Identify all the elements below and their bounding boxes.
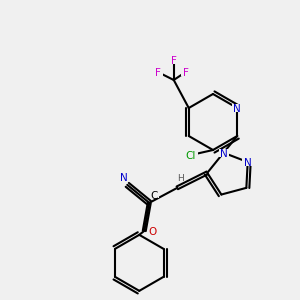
FancyBboxPatch shape — [120, 173, 128, 180]
Text: F: F — [183, 68, 189, 78]
Text: N: N — [120, 173, 128, 183]
FancyBboxPatch shape — [242, 158, 254, 166]
FancyBboxPatch shape — [169, 56, 179, 64]
FancyBboxPatch shape — [176, 174, 185, 181]
FancyBboxPatch shape — [181, 68, 191, 76]
Text: F: F — [155, 68, 161, 78]
Text: Cl: Cl — [186, 151, 196, 161]
Text: O: O — [148, 227, 156, 237]
Text: N: N — [233, 104, 241, 114]
Text: F: F — [171, 56, 177, 66]
Text: H: H — [177, 174, 184, 183]
Text: N: N — [244, 158, 252, 168]
Text: N: N — [220, 149, 227, 159]
FancyBboxPatch shape — [232, 104, 242, 112]
FancyBboxPatch shape — [153, 68, 163, 76]
FancyBboxPatch shape — [148, 227, 157, 234]
FancyBboxPatch shape — [184, 151, 198, 160]
FancyBboxPatch shape — [151, 191, 159, 198]
FancyBboxPatch shape — [219, 149, 229, 157]
Text: C: C — [151, 191, 158, 201]
